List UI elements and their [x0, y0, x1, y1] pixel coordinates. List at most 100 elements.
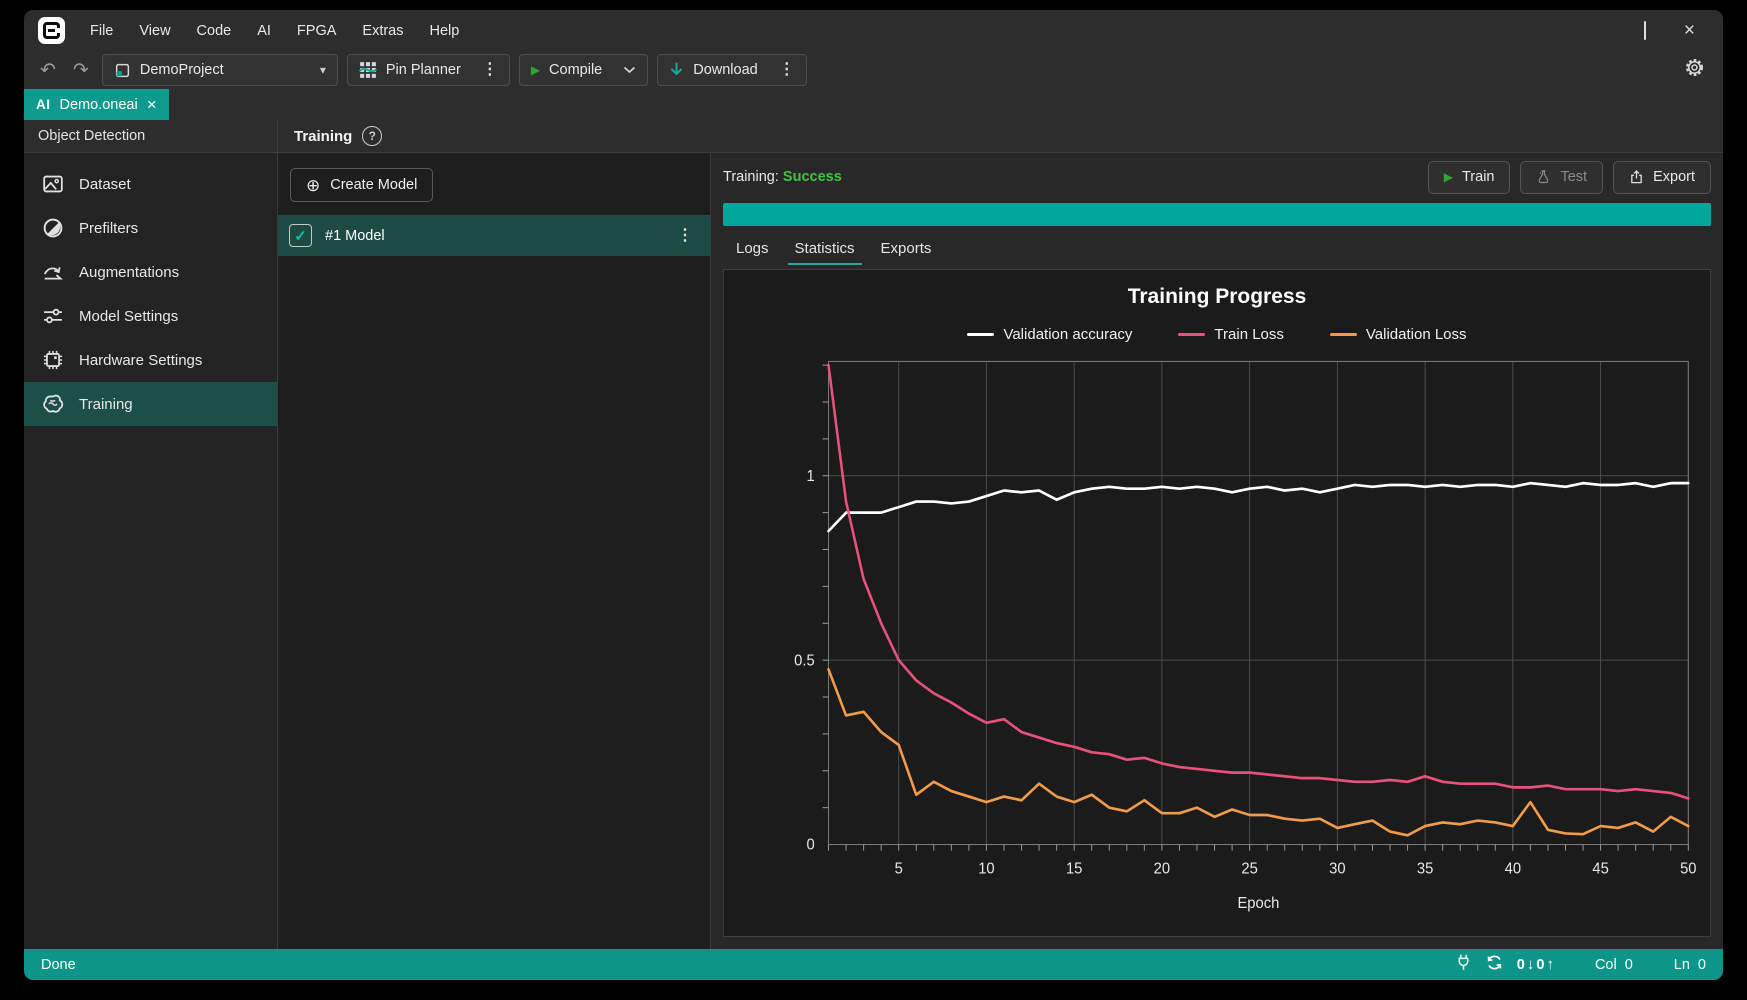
download-label: Download [693, 62, 758, 78]
models-panel: ⊕ Create Model ✓ #1 Model ⋮ [278, 153, 711, 949]
sidebar-item-label: Training [79, 395, 133, 413]
pin-planner-icon [358, 62, 377, 78]
legend-item: Validation accuracy [967, 326, 1132, 343]
create-model-label: Create Model [330, 177, 418, 193]
sidebar-item-label: Prefilters [79, 219, 139, 237]
play-icon: ▶ [1443, 170, 1453, 184]
training-panel: Training: Success ▶ Train [711, 153, 1723, 949]
compile-button[interactable]: ▶ Compile [518, 54, 649, 86]
tab-label: Demo.oneai [59, 96, 138, 113]
maximize-button[interactable] [1643, 20, 1646, 40]
plus-circle-icon: ⊕ [306, 175, 321, 195]
series-line-train-loss [827, 363, 1690, 800]
x-axis-label: Epoch [1237, 895, 1279, 912]
plug-icon [1458, 954, 1469, 970]
sidebar-item-model-settings[interactable]: Model Settings [24, 294, 277, 338]
check-icon: ✓ [294, 227, 307, 245]
chip-icon [43, 350, 63, 370]
train-button[interactable]: ▶ Train [1427, 160, 1511, 194]
model-checkbox[interactable]: ✓ [289, 224, 312, 247]
down-arrow-icon: ↓ [1526, 956, 1535, 973]
project-icon [115, 63, 129, 77]
menu-file[interactable]: File [90, 22, 114, 39]
menu-extras[interactable]: Extras [362, 22, 404, 39]
sidebar: Object Detection Dataset Prefilters [24, 120, 278, 949]
legend-swatch [1178, 333, 1206, 336]
augment-arrow-icon [43, 267, 63, 280]
model-list-item[interactable]: ✓ #1 Model ⋮ [278, 215, 710, 256]
sidebar-item-label: Hardware Settings [79, 351, 203, 369]
device-connect-button[interactable] [1455, 953, 1472, 976]
up-arrow-icon: ↑ [1546, 956, 1554, 973]
sidebar-items: Dataset Prefilters Augmentations [24, 153, 277, 435]
model-menu-button[interactable]: ⋮ [677, 226, 693, 244]
tab-statistics[interactable]: Statistics [782, 230, 868, 266]
close-button[interactable]: × [1683, 20, 1695, 41]
menu-fpga[interactable]: FPGA [296, 22, 337, 39]
x-tick-label: 15 [1066, 860, 1082, 877]
menu-ai[interactable]: AI [257, 22, 271, 39]
tab-exports[interactable]: Exports [880, 239, 932, 257]
sidebar-item-hardware-settings[interactable]: Hardware Settings [24, 338, 277, 382]
content: Object Detection Dataset Prefilters [24, 120, 1723, 949]
export-button[interactable]: Export [1613, 160, 1711, 194]
tab-close-button[interactable]: × [146, 95, 157, 114]
pin-planner-menu-button[interactable]: ⋮ [481, 61, 498, 78]
undo-button[interactable]: ↶ [36, 61, 60, 80]
y-tick-label: 0.5 [794, 652, 815, 669]
page-title: Training [294, 127, 353, 145]
sidebar-item-dataset[interactable]: Dataset [24, 162, 277, 206]
x-tick-label: 10 [978, 860, 994, 877]
sidebar-item-training[interactable]: Training [24, 382, 277, 426]
legend-label: Train Loss [1214, 326, 1284, 343]
app-logo-icon [38, 17, 65, 44]
pin-planner-label: Pin Planner [385, 62, 461, 78]
upload-count: 0 [1536, 956, 1545, 973]
train-label: Train [1461, 169, 1495, 185]
menu-view[interactable]: View [139, 22, 171, 39]
toolbar: ↶ ↷ DemoProject ▾ Pin Planner ⋮ ▶ [24, 51, 1723, 89]
status-bar-right: 0 ↓ 0 ↑ Col 0 Ln 0 [1455, 953, 1706, 976]
training-status: Training: Success [723, 169, 842, 185]
download-menu-button[interactable]: ⋮ [778, 61, 795, 78]
sidebar-item-prefilters[interactable]: Prefilters [24, 206, 277, 250]
compile-dropdown-button[interactable] [613, 55, 636, 85]
sidebar-header: Object Detection [24, 120, 277, 153]
pin-planner-button[interactable]: Pin Planner ⋮ [346, 54, 510, 86]
sync-icon [1487, 955, 1502, 970]
test-button[interactable]: Test [1520, 160, 1604, 194]
test-label: Test [1560, 169, 1588, 185]
sidebar-item-label: Dataset [79, 175, 131, 193]
x-tick-label: 45 [1592, 860, 1608, 877]
settings-button[interactable] [1684, 57, 1711, 83]
x-tick-label: 30 [1329, 860, 1345, 877]
create-model-row: ⊕ Create Model [278, 153, 710, 215]
chart-title: Training Progress [1127, 285, 1307, 308]
tab-demo-oneai[interactable]: AI Demo.oneai × [24, 89, 169, 120]
sidebar-item-augmentations[interactable]: Augmentations [24, 250, 277, 294]
create-model-button[interactable]: ⊕ Create Model [290, 168, 434, 202]
chevron-down-icon [624, 66, 636, 74]
cursor-position: Col 0 [1595, 957, 1633, 973]
menu-help[interactable]: Help [429, 22, 460, 39]
project-selector[interactable]: DemoProject ▾ [101, 54, 338, 86]
status-message: Done [41, 956, 76, 973]
series-line-validation-loss [827, 668, 1690, 837]
network-counters: 0 ↓ 0 ↑ [1517, 956, 1554, 973]
undo-icon: ↶ [40, 59, 56, 81]
help-icon[interactable]: ? [362, 126, 383, 146]
sync-button[interactable] [1485, 953, 1504, 976]
redo-button[interactable]: ↷ [69, 61, 93, 80]
menu-code[interactable]: Code [196, 22, 232, 39]
window-controls: × [1606, 20, 1709, 41]
brain-icon [43, 394, 64, 413]
status-bar: Done 0 ↓ 0 ↑ [24, 949, 1723, 980]
tab-logs[interactable]: Logs [736, 239, 769, 257]
ln-value: 0 [1697, 956, 1706, 973]
x-tick-label: 5 [895, 860, 903, 877]
training-actions: ▶ Train Test [1427, 160, 1711, 194]
download-button[interactable]: Download ⋮ [657, 54, 807, 86]
app-window: File View Code AI FPGA Extras Help × ↶ ↷… [24, 10, 1723, 980]
training-status-row: Training: Success ▶ Train [711, 153, 1723, 201]
